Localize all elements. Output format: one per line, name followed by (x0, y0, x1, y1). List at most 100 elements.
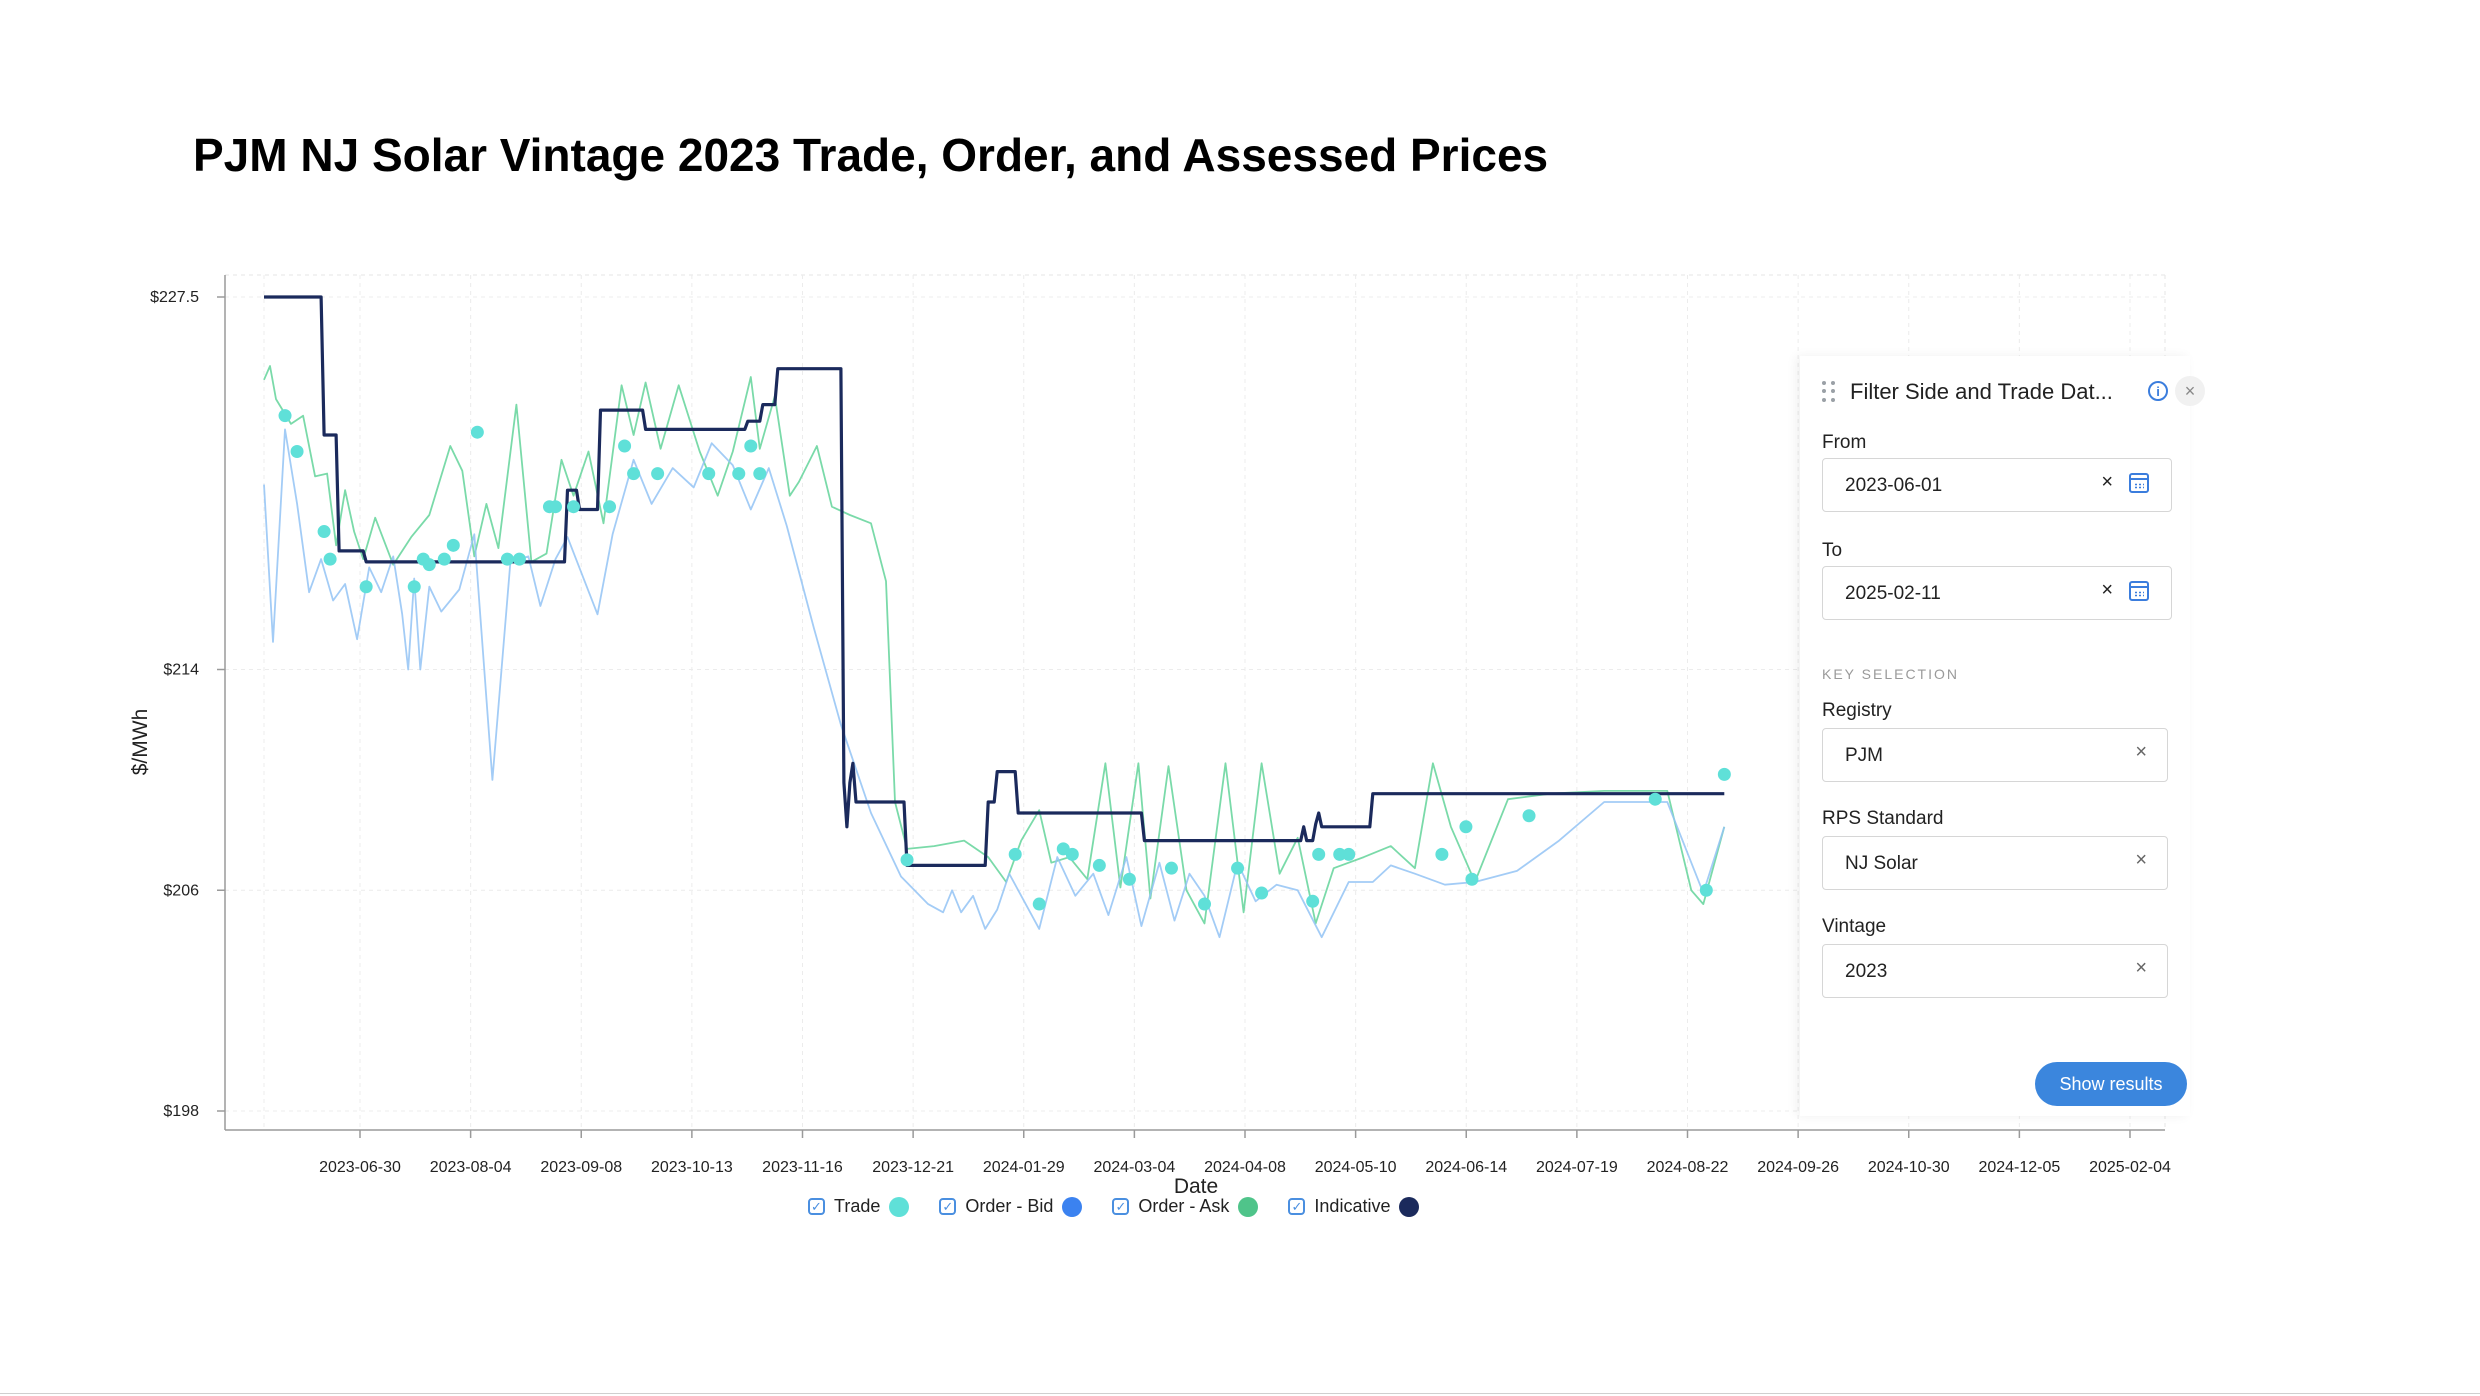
from-date-field[interactable]: 2023-06-01 × (1822, 458, 2172, 512)
calendar-icon[interactable] (2129, 473, 2149, 493)
y-tick-label: $206 (163, 882, 199, 899)
checkbox-icon[interactable]: ✓ (1112, 1198, 1130, 1215)
trade-point (744, 439, 758, 453)
clear-to-icon[interactable]: × (2101, 579, 2113, 601)
to-date-field[interactable]: 2025-02-11 × (1822, 566, 2172, 620)
trade-point (1092, 858, 1106, 872)
checkbox-icon[interactable]: ✓ (1288, 1198, 1306, 1215)
trade-point (1648, 792, 1662, 806)
trade-point (1699, 883, 1713, 897)
show-results-button[interactable]: Show results (2035, 1062, 2187, 1106)
vintage-label: Vintage (1822, 916, 1887, 937)
vintage-value: 2023 (1845, 961, 1888, 982)
x-tick-label: 2024-04-08 (1204, 1159, 1286, 1176)
y-axis-title: $/MWh (129, 709, 152, 776)
page-title: PJM NJ Solar Vintage 2023 Trade, Order, … (193, 129, 1549, 181)
checkbox-icon[interactable]: ✓ (808, 1198, 825, 1215)
trade-point (500, 552, 514, 566)
trade-point (290, 445, 304, 459)
x-tick-label: 2023-06-30 (319, 1159, 401, 1176)
trade-point (1459, 820, 1473, 834)
to-date-value: 2025-02-11 (1845, 583, 1941, 604)
x-tick-label: 2024-12-05 (1978, 1159, 2060, 1176)
vintage-select[interactable]: 2023 × (1822, 944, 2168, 998)
checkbox-icon[interactable]: ✓ (939, 1198, 957, 1215)
trade-point (1032, 897, 1046, 911)
series-line-indicative (264, 295, 1725, 867)
trade-point (627, 467, 641, 481)
legend-label: Trade (834, 1196, 881, 1216)
series-lines (263, 295, 1726, 939)
close-panel-icon[interactable]: × (2175, 376, 2205, 406)
x-tick-label: 2023-12-21 (872, 1159, 954, 1176)
from-label: From (1822, 432, 1867, 453)
y-tick-label: $227.5 (150, 289, 199, 306)
trade-point (702, 467, 716, 481)
trade-point (618, 439, 632, 453)
trade-point (1164, 861, 1178, 875)
trade-point (548, 500, 562, 514)
clear-registry-icon[interactable]: × (2135, 741, 2147, 763)
legend-label: Order - Ask (1138, 1196, 1230, 1216)
filter-panel-header: Filter Side and Trade Dat... i × (1822, 372, 2205, 412)
key-selection-heading: KEY SELECTION (1822, 666, 1960, 682)
clear-rps-icon[interactable]: × (2135, 849, 2147, 871)
trade-point (1231, 861, 1245, 875)
legend-item-order-ask[interactable]: ✓ Order - Ask (1112, 1196, 1259, 1217)
trade-point (446, 538, 460, 552)
trade-point (900, 853, 914, 867)
trade-point (323, 552, 337, 566)
clear-from-icon[interactable]: × (2101, 471, 2113, 493)
trade-point (437, 552, 451, 566)
x-axis-title: Date (1174, 1175, 1218, 1198)
trade-point (407, 580, 421, 594)
rps-standard-select[interactable]: NJ Solar × (1822, 836, 2168, 890)
trade-point (1065, 847, 1079, 861)
series-line-order-bid (263, 428, 1726, 939)
legend-swatch (1062, 1196, 1083, 1217)
trade-point (317, 525, 331, 539)
trade-point (1255, 886, 1269, 900)
x-tick-label: 2023-11-16 (762, 1159, 843, 1176)
legend-item-trade[interactable]: ✓ Trade (808, 1196, 910, 1217)
drag-handle-icon[interactable] (1822, 381, 1836, 403)
filter-panel: Filter Side and Trade Dat... i × From 20… (1800, 356, 2205, 1116)
x-tick-label: 2024-07-19 (1536, 1159, 1618, 1176)
grid-lines (225, 274, 2166, 1130)
trade-point (470, 425, 484, 439)
rps-standard-label: RPS Standard (1822, 808, 1944, 829)
registry-label: Registry (1822, 700, 1892, 721)
from-date-value: 2023-06-01 (1845, 475, 1943, 496)
info-icon[interactable]: i (2148, 381, 2168, 401)
trade-point (1435, 847, 1449, 861)
axes (217, 275, 2165, 1138)
x-tick-label: 2024-05-10 (1315, 1159, 1397, 1176)
trade-point (422, 558, 436, 572)
clear-vintage-icon[interactable]: × (2135, 957, 2147, 979)
rps-standard-value: NJ Solar (1845, 853, 1918, 874)
legend-item-indicative[interactable]: ✓ Indicative (1288, 1196, 1420, 1217)
trade-point (278, 409, 292, 423)
trade-point (1465, 872, 1479, 886)
registry-select[interactable]: PJM × (1822, 728, 2168, 782)
bottom-divider (0, 1393, 2480, 1394)
x-tick-label: 2024-03-04 (1093, 1159, 1175, 1176)
trade-point (512, 552, 526, 566)
y-tick-label: $214 (163, 662, 199, 679)
legend-swatch (889, 1196, 910, 1217)
legend-item-order-bid[interactable]: ✓ Order - Bid (939, 1196, 1083, 1217)
x-tick-label: 2024-06-14 (1425, 1159, 1507, 1176)
trade-point (753, 467, 767, 481)
x-tick-label: 2024-09-26 (1757, 1159, 1839, 1176)
trade-point (359, 580, 373, 594)
axis-labels: $227.5 $214 $206 $198 2023-06-30 2023-08-04 20… (129, 289, 2171, 1198)
trade-point (603, 500, 617, 514)
trade-point (1522, 809, 1536, 823)
legend-swatch (1399, 1196, 1420, 1217)
y-tick-label: $198 (163, 1103, 199, 1120)
calendar-icon[interactable] (2129, 581, 2149, 601)
x-tick-label: 2023-10-13 (651, 1159, 733, 1176)
trade-point (1306, 894, 1320, 908)
trade-point (1198, 897, 1212, 911)
